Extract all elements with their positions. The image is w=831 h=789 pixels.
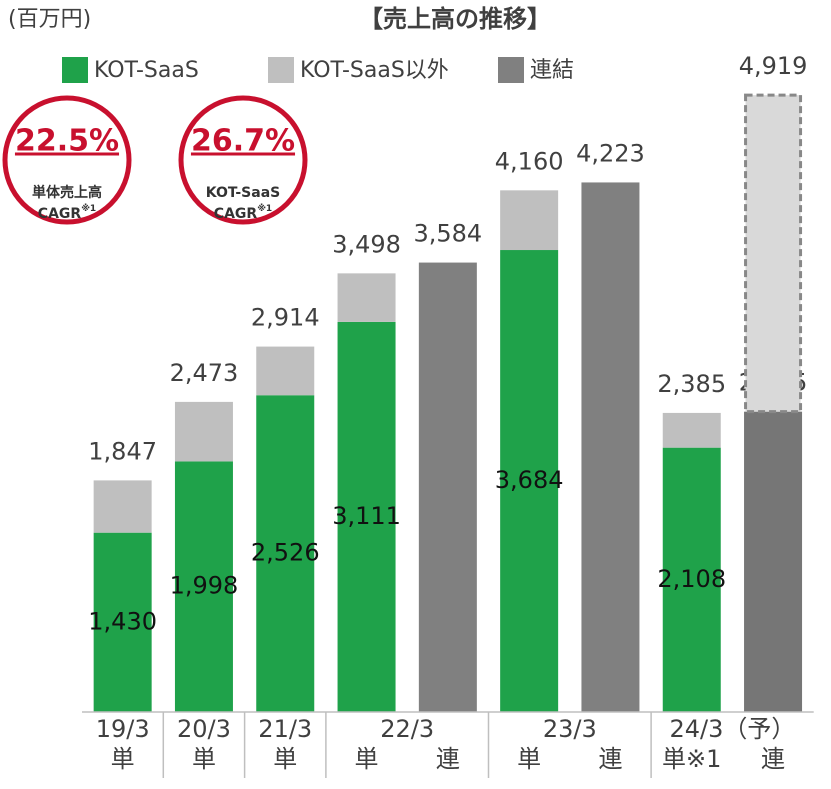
value-label: 2,108 <box>657 565 726 593</box>
bar-segment <box>256 395 315 712</box>
badge-line: KOT-SaaS <box>206 185 280 201</box>
total-label: 2,385 <box>657 370 726 398</box>
bar-segment <box>744 411 803 712</box>
bar-segment <box>418 262 477 712</box>
badge-cagr-text: CAGR <box>38 206 82 222</box>
badge-circle <box>178 95 308 225</box>
legend-swatch <box>498 57 524 83</box>
period-label: 20/3 <box>177 715 231 743</box>
badge-headline: 26.7% <box>191 124 295 159</box>
unit-label: (百万円) <box>8 7 91 32</box>
legend-swatch <box>62 57 88 83</box>
total-label: 2,473 <box>170 359 239 387</box>
value-label: 1,430 <box>88 607 157 635</box>
badge-sup: ※1 <box>81 203 96 214</box>
x-tick-label: 連 <box>598 745 622 773</box>
forecast-segment <box>744 93 803 414</box>
bar-segment <box>662 412 721 448</box>
badge-sup: ※1 <box>257 203 272 214</box>
total-label: 4,223 <box>576 139 645 167</box>
x-tick-label: 単 <box>355 745 379 773</box>
legend-label: KOT-SaaS <box>94 58 199 83</box>
bar-segment <box>93 532 152 712</box>
badge-cagr: CAGR※1 <box>38 203 96 223</box>
x-tick-label: 単※1 <box>662 745 721 773</box>
value-label: 3,111 <box>332 502 401 530</box>
badge-line: 単体売上高 <box>32 184 102 201</box>
badge-headline: 22.5% <box>15 124 119 159</box>
legend-label: KOT-SaaS以外 <box>300 58 449 83</box>
bar-segment <box>174 461 233 712</box>
bar-segment <box>337 321 396 712</box>
total-label: 4,919 <box>739 52 808 80</box>
total-label: 3,498 <box>332 230 401 258</box>
chart-title: 【売上高の推移】 <box>359 5 551 33</box>
bar-segment <box>662 447 721 712</box>
value-label: 2,526 <box>251 539 320 567</box>
x-tick-label: 連 <box>436 745 460 773</box>
x-tick-label: 単 <box>111 745 135 773</box>
x-tick-label: 単 <box>192 745 216 773</box>
x-tick-label: 単 <box>273 745 297 773</box>
bar-segment <box>581 182 640 713</box>
value-label: 3,684 <box>495 466 564 494</box>
bar-segment <box>337 273 396 322</box>
x-tick-label: 連 <box>761 745 785 773</box>
period-label: 22/3 <box>380 715 434 743</box>
badge-cagr: CAGR※1 <box>214 203 272 223</box>
total-label: 1,847 <box>88 437 157 465</box>
bar-segment <box>93 480 152 533</box>
bar-segment <box>174 401 233 462</box>
total-label: 3,584 <box>413 220 482 248</box>
bar-segment <box>500 190 559 251</box>
legend-label: 連結 <box>530 58 574 83</box>
bar-segment <box>500 250 559 712</box>
x-tick-label: 単 <box>517 745 541 773</box>
badge-circle <box>2 95 132 225</box>
bar-segment <box>256 346 315 396</box>
period-label: 21/3 <box>258 715 312 743</box>
legend-swatch <box>268 57 294 83</box>
period-label: 19/3 <box>96 715 150 743</box>
badge-cagr-text: CAGR <box>214 206 258 222</box>
value-label: 1,998 <box>170 572 239 600</box>
total-label: 4,160 <box>495 147 564 175</box>
total-label: 2,914 <box>251 304 320 332</box>
period-label: 24/3（予） <box>669 715 795 743</box>
period-label: 23/3 <box>543 715 597 743</box>
